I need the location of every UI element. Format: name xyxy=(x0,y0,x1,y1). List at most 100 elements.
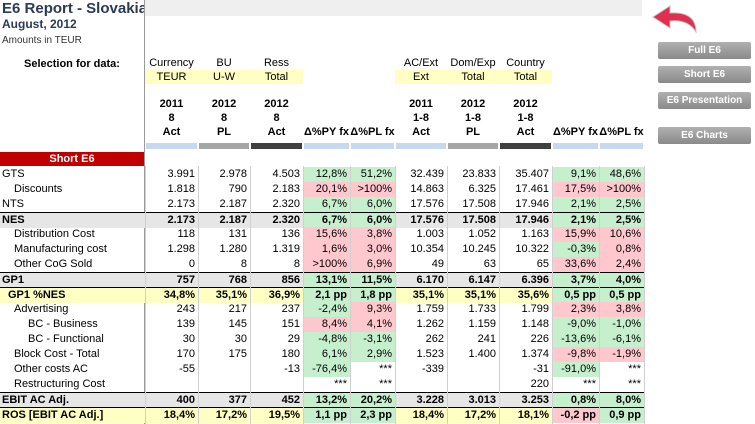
row-label: EBIT AC Adj. xyxy=(2,394,70,406)
full-e6-button[interactable]: Full E6 xyxy=(658,42,751,59)
table-cell: 452 xyxy=(281,394,300,406)
table-cell: 2.183 xyxy=(272,183,300,195)
grid-line xyxy=(552,166,553,424)
table-cell: 6,9% xyxy=(350,257,395,272)
table-cell: 0,8% xyxy=(599,242,644,257)
table-cell: 1.759 xyxy=(416,303,444,315)
country-selector[interactable]: Total xyxy=(499,70,552,84)
table-cell: 6,7% xyxy=(303,197,350,212)
row-label: Other CoG Sold xyxy=(14,258,93,270)
table-cell: *** xyxy=(552,377,599,392)
table-cell: -0,3% xyxy=(552,242,599,257)
row-label: Manufacturing cost xyxy=(14,243,107,255)
table-cell: 768 xyxy=(228,274,247,286)
table-cell: 13,1% xyxy=(303,273,350,288)
period-month xyxy=(303,111,350,125)
row-label: BC - Business xyxy=(28,318,98,330)
table-cell: 1.148 xyxy=(521,318,549,330)
table-cell: 243 xyxy=(176,303,195,315)
table-cell: 12,8% xyxy=(303,167,350,182)
e6-charts-button[interactable]: E6 Charts xyxy=(658,127,751,144)
currency-selector[interactable]: TEUR xyxy=(145,70,198,84)
table-cell: 17.508 xyxy=(462,198,496,210)
table-cell: 1.163 xyxy=(521,228,549,240)
table-cell: 2.173 xyxy=(167,198,195,210)
table-cell: 8,0% xyxy=(599,393,644,408)
back-arrow-icon[interactable] xyxy=(650,2,700,36)
column-color-bar xyxy=(553,143,598,149)
grid-line xyxy=(644,166,645,424)
currency-label: Currency xyxy=(149,57,194,69)
table-cell: 35,6% xyxy=(517,289,549,301)
period-type: Δ%PY fx xyxy=(553,126,598,138)
table-cell: *** xyxy=(599,362,644,377)
period-header-9: Δ%PL fx xyxy=(599,97,644,139)
table-cell: 20,2% xyxy=(350,393,395,408)
country-header: Country Total xyxy=(499,56,552,84)
column-color-bar xyxy=(600,143,643,149)
domexp-selector[interactable]: Total xyxy=(447,70,499,84)
table-cell: 180 xyxy=(281,348,300,360)
table-cell: 17,5% xyxy=(552,182,599,197)
table-cell: 3,0% xyxy=(350,242,395,257)
selection-label: Selection for data: xyxy=(24,58,120,70)
table-cell: 29 xyxy=(287,333,300,345)
short-e6-tab[interactable]: Short E6 xyxy=(0,152,144,166)
period-year: 2011 xyxy=(409,98,433,110)
table-cell: 8 xyxy=(240,258,247,270)
period-year: 2012 xyxy=(264,98,289,110)
table-cell: 10,6% xyxy=(599,227,644,242)
table-cell: 17,2% xyxy=(464,409,496,421)
row-label: ROS [EBIT AC Adj.] xyxy=(2,409,104,421)
table-cell xyxy=(447,362,499,377)
table-row: Block Cost - Total 170 175 180 6,1% 2,9% 1.523… xyxy=(0,347,645,362)
table-cell: 17.946 xyxy=(515,198,549,210)
table-cell: 13,2% xyxy=(303,393,350,408)
e6-presentation-button[interactable]: E6 Presentation xyxy=(658,92,751,109)
table-cell: 1.374 xyxy=(521,348,549,360)
table-cell: 226 xyxy=(530,333,549,345)
table-cell: 241 xyxy=(477,333,496,345)
grid-line xyxy=(499,166,500,424)
table-cell: 8 xyxy=(293,258,300,270)
domexp-header: Dom/Exp Total xyxy=(447,56,499,84)
period-month xyxy=(350,111,395,125)
short-e6-button[interactable]: Short E6 xyxy=(658,66,751,83)
table-cell: 17.576 xyxy=(410,198,444,210)
table-cell: 151 xyxy=(281,318,300,330)
report-period: August, 2012 xyxy=(2,17,77,31)
period-year xyxy=(350,97,395,111)
table-cell: 3.253 xyxy=(521,394,549,406)
table-cell: 6.396 xyxy=(521,274,549,286)
table-cell: 131 xyxy=(228,228,247,240)
table-cell: 3,8% xyxy=(350,227,395,242)
period-type: Δ%PL fx xyxy=(599,126,644,138)
table-cell: 220 xyxy=(530,378,549,390)
column-color-bar xyxy=(448,143,498,149)
table-cell: 2,4% xyxy=(599,257,644,272)
row-label: GP1 %NES xyxy=(8,289,66,301)
table-cell: 4.503 xyxy=(272,168,300,180)
table-cell: 4,1% xyxy=(350,317,395,332)
period-header-2: 2012 8 Act xyxy=(250,97,303,139)
table-cell: 6,1% xyxy=(303,347,350,362)
table-cell xyxy=(250,377,303,392)
column-color-bar xyxy=(251,143,302,149)
table-row: Advertising 243 217 237 -2,4% 9,3% 1.759 1.733 1… xyxy=(0,302,645,317)
table-cell: 17.461 xyxy=(515,183,549,195)
table-cell: 63 xyxy=(483,258,496,270)
table-row: GP1 757 768 856 13,1% 11,5% 6.170 6.147 6.396 3,7… xyxy=(0,272,645,288)
table-cell: 1,8 pp xyxy=(350,288,395,303)
ress-selector[interactable]: Total xyxy=(250,70,303,84)
report-title: E6 Report - Slovakia xyxy=(2,0,148,17)
acext-label: AC/Ext xyxy=(403,57,439,69)
period-type: PL xyxy=(216,126,232,138)
row-label: Block Cost - Total xyxy=(14,348,100,360)
table-cell: -55 xyxy=(179,363,195,375)
table-cell: 2.978 xyxy=(219,168,247,180)
table-cell: 2,1% xyxy=(552,213,599,228)
acext-selector[interactable]: Ext xyxy=(395,70,447,84)
table-cell: 32.439 xyxy=(410,168,444,180)
table-cell: 33,6% xyxy=(552,257,599,272)
bu-selector[interactable]: U-W xyxy=(198,70,250,84)
